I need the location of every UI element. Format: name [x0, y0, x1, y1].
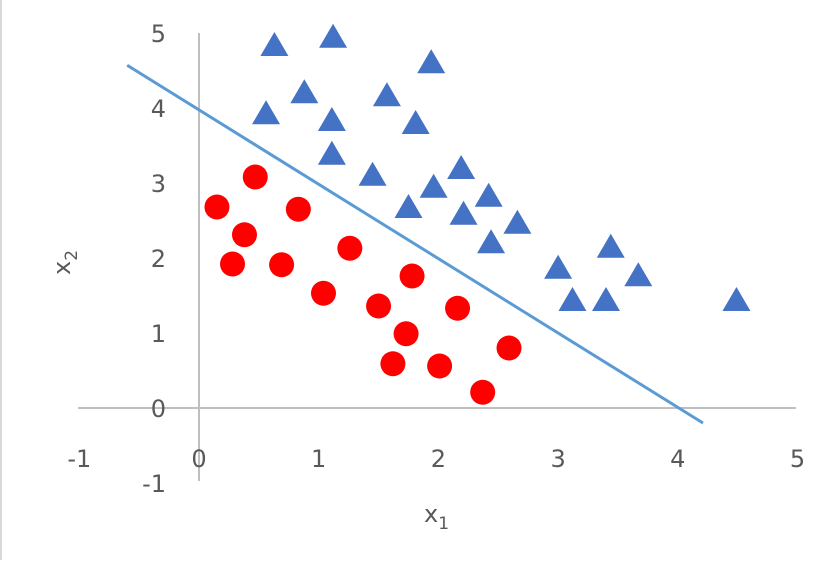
circle-point — [285, 196, 311, 222]
triangle-point — [544, 254, 573, 279]
triangle-point — [372, 82, 401, 107]
y-tick-label: 4 — [151, 95, 166, 123]
circle-point — [399, 263, 425, 289]
circle-point — [337, 235, 363, 261]
triangle-point — [260, 32, 289, 56]
circle-point — [220, 251, 246, 277]
circle-point — [310, 280, 336, 306]
y-axis-label-sub: 2 — [62, 250, 82, 261]
x-tick-label: 5 — [790, 445, 805, 473]
x-tick-label: 1 — [311, 445, 326, 473]
circle-point — [470, 379, 496, 405]
y-tick-label: 2 — [151, 245, 166, 273]
triangle-point — [252, 100, 281, 125]
y-tick-label: 3 — [151, 170, 166, 198]
circle-point — [366, 293, 392, 319]
triangle-point — [624, 262, 653, 287]
triangle-point — [419, 173, 448, 198]
circle-point — [445, 295, 471, 321]
x-tick-label: 0 — [191, 445, 206, 473]
triangle-point — [417, 49, 446, 74]
circle-point — [380, 351, 406, 377]
y-tick-label: 1 — [151, 320, 166, 348]
triangle-point — [358, 161, 387, 186]
decision-boundary-line — [126, 63, 704, 425]
x-tick-label: -1 — [67, 445, 91, 473]
triangle-point — [449, 200, 478, 225]
circle-point — [393, 321, 419, 347]
y-tick-label: 0 — [151, 395, 166, 423]
circle-point — [427, 353, 453, 379]
circle-point — [269, 252, 295, 278]
triangle-point — [319, 23, 348, 48]
x-tick-label: 4 — [670, 445, 685, 473]
circle-point — [496, 335, 522, 361]
triangle-point — [401, 110, 430, 134]
triangle-point — [558, 287, 587, 311]
triangle-point — [591, 287, 620, 311]
y-axis-label: x2 — [48, 250, 82, 275]
y-tick-label: 5 — [151, 20, 166, 48]
triangle-point — [447, 155, 476, 179]
triangle-point — [722, 287, 751, 311]
triangle-point — [477, 229, 506, 254]
triangle-point — [596, 233, 625, 258]
circle-point — [242, 164, 268, 190]
circle-point — [231, 222, 257, 248]
triangle-point — [474, 182, 503, 207]
circle-point — [204, 194, 230, 220]
triangle-point — [394, 194, 423, 218]
x-axis-label-sub: 1 — [438, 514, 449, 534]
triangle-point — [317, 107, 346, 131]
triangle-point — [290, 79, 319, 104]
triangle-point — [503, 209, 532, 234]
y-tick-label: -1 — [142, 470, 166, 498]
x-tick-label: 3 — [550, 445, 565, 473]
triangle-point — [317, 140, 346, 165]
x-tick-label: 2 — [431, 445, 446, 473]
x-axis-label: x1 — [424, 500, 449, 534]
